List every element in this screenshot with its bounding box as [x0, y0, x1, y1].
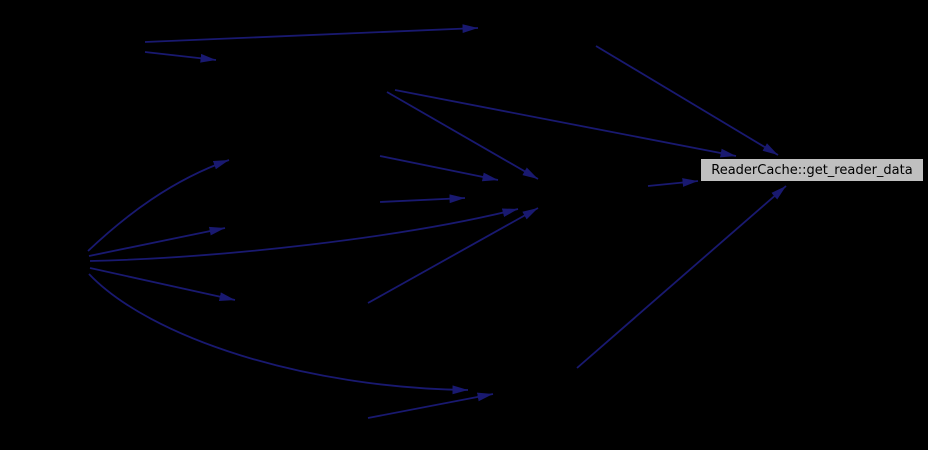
edge-left-to-center-curve	[89, 208, 519, 262]
edge-left-to-mid1-curve	[87, 159, 230, 252]
edge-topmid-to-target	[394, 89, 737, 158]
edge-mid3-to-center	[367, 207, 539, 304]
graph-node-label: ReaderCache::get_reader_data	[711, 162, 913, 178]
edge-left-to-mid2	[88, 226, 226, 257]
edge-topleft-to-topmid	[144, 51, 217, 63]
edge-topleft-to-topcenter	[144, 24, 479, 43]
edge-bottomleft-to-bottom	[367, 392, 494, 419]
edge-center-to-target	[647, 178, 699, 187]
edge-mid2-to-center2	[379, 194, 466, 204]
graph-node-readercache-get-reader-data[interactable]: ReaderCache::get_reader_data	[700, 158, 924, 182]
edge-topcenter-to-target	[595, 45, 779, 156]
edge-left-to-bottom-curve	[88, 273, 469, 395]
edge-topmid-to-center	[386, 91, 539, 180]
edge-bottom-to-target	[576, 185, 787, 369]
edge-mid1-to-center	[379, 155, 499, 182]
edge-left-to-mid3	[89, 267, 236, 301]
